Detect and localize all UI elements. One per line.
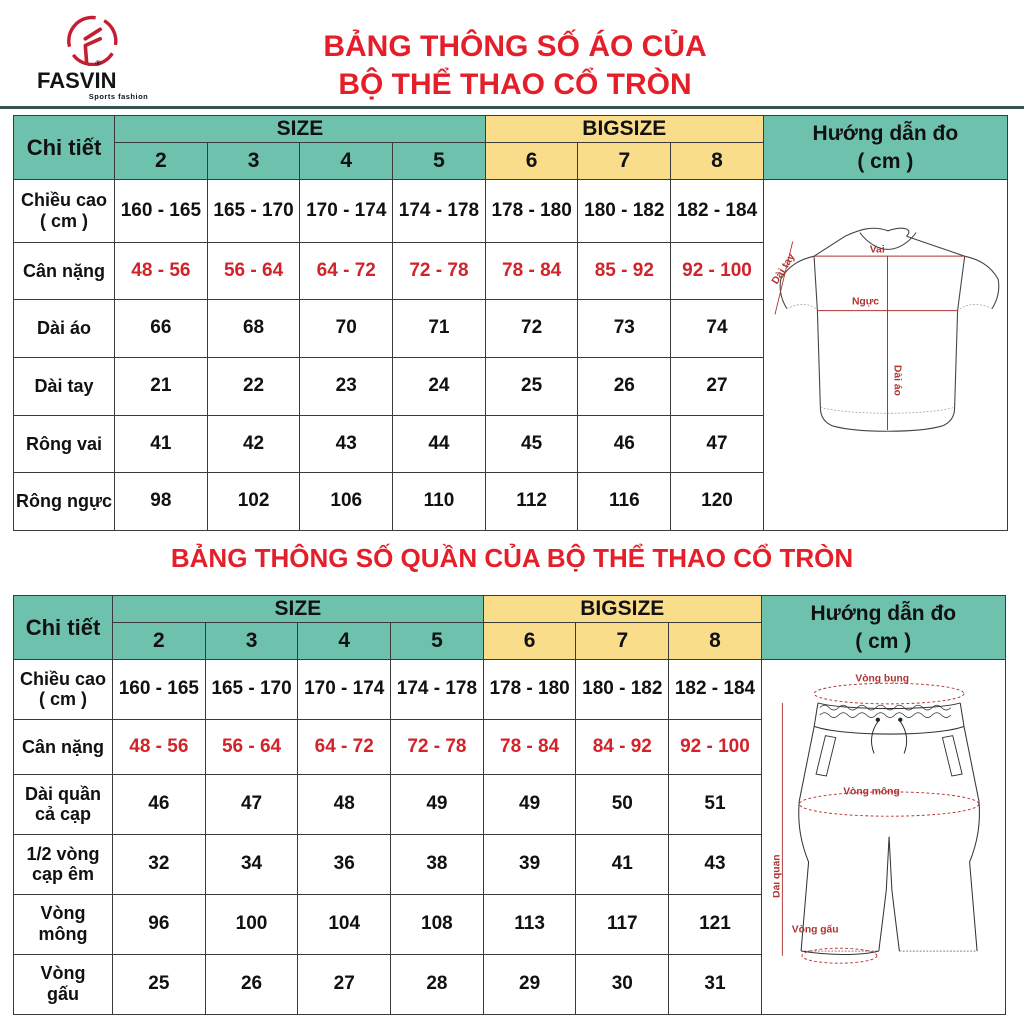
svg-text:Dài tay: Dài tay <box>771 252 798 287</box>
svg-text:Vòng mông: Vòng mông <box>844 787 901 798</box>
svg-text:Dài quần: Dài quần <box>773 854 783 897</box>
svg-text:Vai: Vai <box>870 244 885 255</box>
svg-text:Dài áo: Dài áo <box>891 365 902 396</box>
svg-text:Ngực: Ngực <box>852 297 879 308</box>
svg-text:Vòng bụng: Vòng bụng <box>856 673 910 684</box>
svg-text:Vòng gấu: Vòng gấu <box>792 923 839 935</box>
